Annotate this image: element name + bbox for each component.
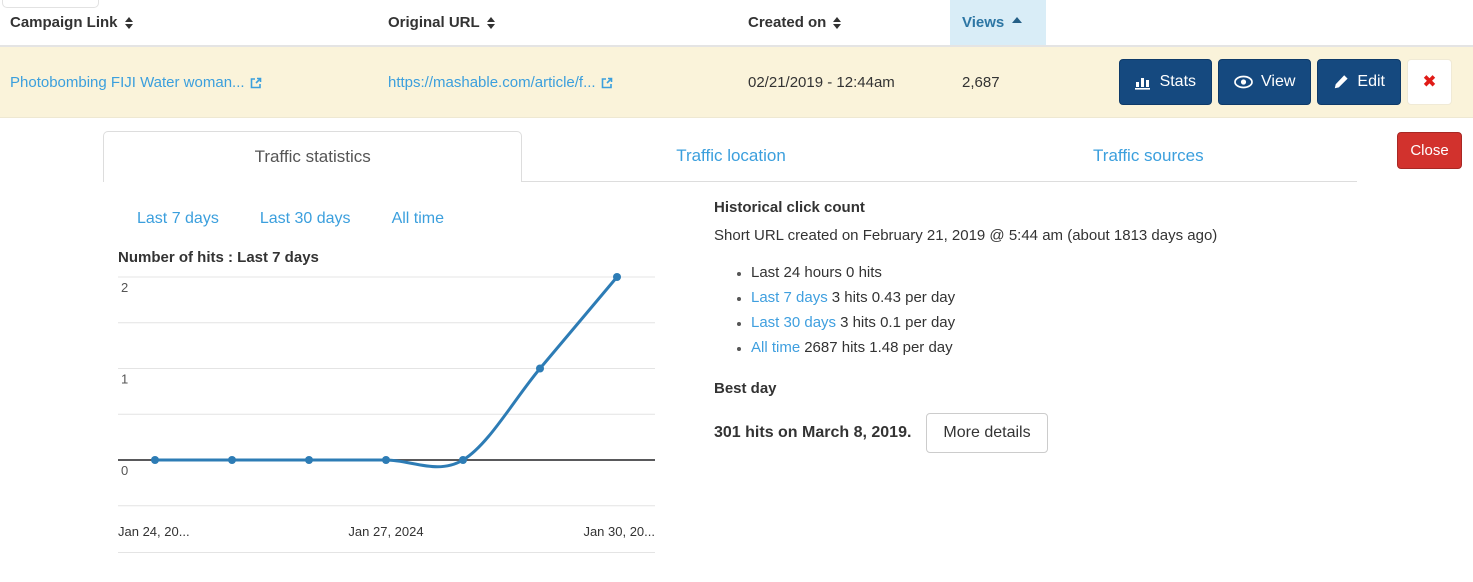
column-header-original-url[interactable]: Original URL (376, 0, 736, 45)
stat-text: Last 24 hours 0 hits (751, 264, 882, 281)
column-label: Created on (748, 14, 827, 31)
row-actions: Stats View Edit ✖ (1046, 59, 1473, 105)
view-button-label: View (1261, 73, 1296, 90)
chart-panel: Last 7 days Last 30 days All time Number… (118, 182, 655, 554)
original-url-cell: https://mashable.com/article/f... (376, 74, 736, 91)
traffic-statistics-panel: Last 7 days Last 30 days All time Number… (118, 182, 1473, 554)
close-button[interactable]: Close (1397, 132, 1462, 169)
delete-button[interactable]: ✖ (1407, 59, 1452, 105)
tab-traffic-location[interactable]: Traffic location (676, 146, 786, 165)
tab-bar: Traffic statistics Traffic location Traf… (103, 131, 1357, 182)
hits-chart: 0 1 2 Jan 24, 20... Jan 27, 2024 Jan 30, 20..… (118, 273, 655, 553)
original-url-link[interactable]: https://mashable.com/article/f... (388, 74, 614, 91)
created-on-cell: 02/21/2019 - 12:44am (748, 73, 895, 91)
short-url-created-line: Short URL created on February 21, 2019 @… (714, 227, 1218, 244)
sort-both-icon (486, 16, 495, 29)
column-label: Original URL (388, 14, 480, 31)
bar-chart-icon (1134, 78, 1150, 90)
edit-button[interactable]: Edit (1317, 59, 1401, 105)
stat-text: 3 hits 0.1 per day (840, 314, 956, 331)
best-day-line: 301 hits on March 8, 2019. More details (714, 413, 1394, 453)
view-button[interactable]: View (1218, 59, 1312, 105)
stat-text: 3 hits 0.43 per day (831, 289, 956, 306)
external-link-icon (601, 77, 612, 89)
svg-text:0: 0 (121, 463, 128, 478)
eye-icon (1234, 75, 1253, 89)
stats-button[interactable]: Stats (1118, 59, 1213, 105)
stats-detail-section: Traffic statistics Traffic location Traf… (0, 118, 1473, 554)
column-header-created-on[interactable]: Created on (736, 0, 950, 45)
views-cell: 2,687 (962, 73, 1000, 91)
edit-button-label: Edit (1357, 73, 1385, 90)
clipped-tab-remnant (2, 0, 99, 8)
column-header-actions (1046, 0, 1473, 45)
range-link-last-7-days[interactable]: Last 7 days (137, 210, 219, 227)
table-row: Photobombing FIJI Water woman... https:/… (0, 47, 1473, 118)
column-header-campaign-link[interactable]: Campaign Link (0, 0, 376, 45)
stat-text: 2687 hits 1.48 per day (804, 339, 953, 356)
svg-text:Jan 27, 2024: Jan 27, 2024 (348, 524, 423, 539)
x-icon: ✖ (1422, 72, 1437, 91)
column-label: Views (962, 14, 1005, 31)
sort-both-icon (833, 16, 842, 29)
svg-text:Jan 24, 20...: Jan 24, 20... (118, 524, 190, 539)
column-label: Campaign Link (10, 14, 118, 31)
historical-stats-panel: Historical click count Short URL created… (714, 182, 1394, 554)
external-link-icon (250, 77, 261, 89)
campaign-link-cell: Photobombing FIJI Water woman... (0, 74, 376, 91)
sort-ascending-icon (1012, 16, 1023, 23)
original-url-text: https://mashable.com/article/f... (388, 73, 596, 91)
sort-both-icon (124, 16, 133, 29)
pencil-icon (1335, 75, 1349, 89)
best-day-heading: Best day (714, 380, 777, 397)
chart-title: Number of hits : Last 7 days (118, 249, 319, 266)
svg-text:2: 2 (121, 280, 128, 295)
range-link-last-30-days[interactable]: Last 30 days (259, 210, 351, 227)
links-table-header: Campaign Link Original URL Created on Vi… (0, 0, 1473, 47)
svg-text:1: 1 (121, 372, 128, 387)
historical-click-count-heading: Historical click count (714, 199, 865, 216)
best-day-value: 301 hits on March 8, 2019. (714, 424, 912, 441)
range-link-all-time[interactable]: All time (391, 210, 445, 227)
tab-traffic-sources[interactable]: Traffic sources (1093, 146, 1204, 165)
list-item: Last 24 hours 0 hits (751, 260, 1394, 285)
stat-link-all-time[interactable]: All time (751, 339, 801, 356)
column-header-views[interactable]: Views (950, 0, 1046, 45)
svg-text:Jan 30, 20...: Jan 30, 20... (583, 524, 655, 539)
stat-link-last-7-days[interactable]: Last 7 days (751, 289, 828, 306)
stats-button-label: Stats (1159, 73, 1197, 90)
more-details-button[interactable]: More details (926, 413, 1048, 453)
chart-range-links: Last 7 days Last 30 days All time (137, 210, 655, 228)
stat-link-last-30-days[interactable]: Last 30 days (751, 314, 837, 331)
campaign-link-text: Photobombing FIJI Water woman... (10, 73, 245, 91)
tab-traffic-statistics[interactable]: Traffic statistics (103, 131, 523, 182)
campaign-link[interactable]: Photobombing FIJI Water woman... (10, 74, 263, 91)
